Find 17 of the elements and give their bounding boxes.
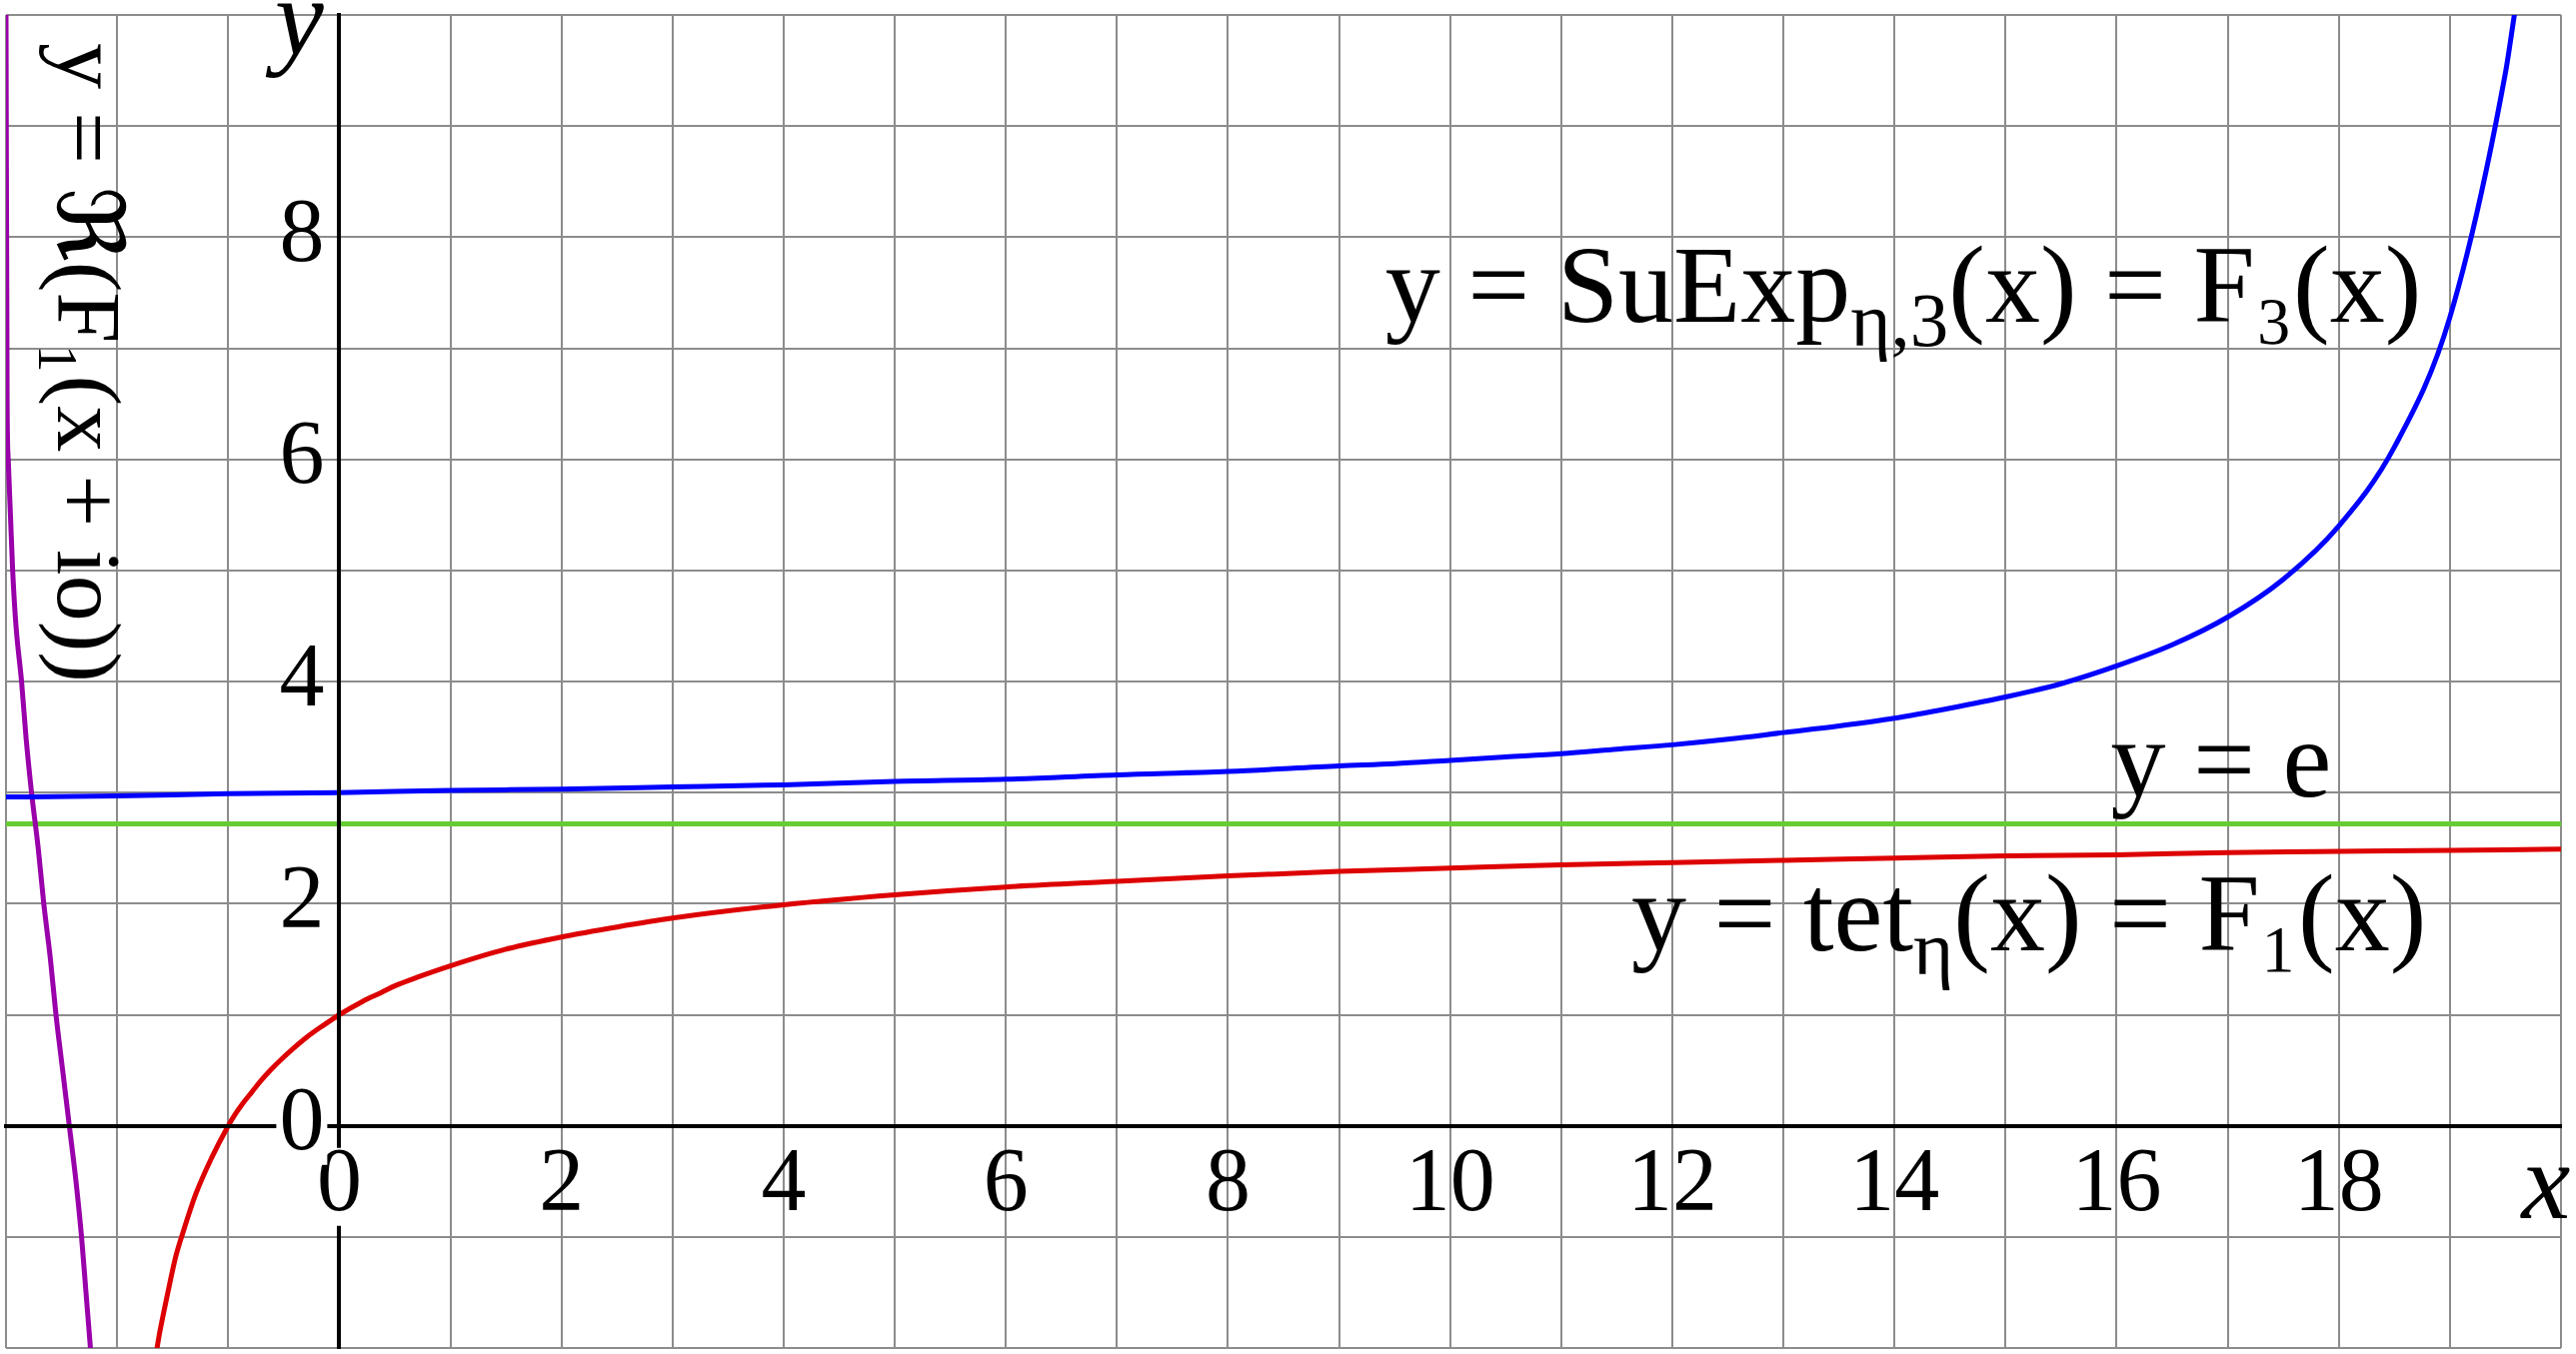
x-tick-label: 14 — [1849, 1130, 1940, 1230]
x-tick-label: 12 — [1626, 1130, 1717, 1230]
x-tick-label: 4 — [761, 1130, 807, 1230]
y-axis-title: y — [264, 0, 324, 79]
x-tick-label: 10 — [1404, 1130, 1495, 1230]
x-tick-label: 8 — [1205, 1130, 1251, 1230]
y-tick-label: 4 — [279, 625, 325, 724]
ref-line-label: y = e — [2110, 697, 2332, 820]
text: y = ℜ(F₁(x + io)) — [38, 42, 141, 682]
y-tick-label: 2 — [279, 846, 325, 946]
x-tick-label: 6 — [983, 1130, 1029, 1230]
x-axis-title: x — [2519, 1119, 2571, 1242]
x-tick-label: 16 — [2071, 1130, 2162, 1230]
x-tick-label: 2 — [539, 1130, 585, 1230]
y-tick-label: 6 — [279, 403, 325, 503]
x-tick-label: 18 — [2293, 1130, 2384, 1230]
y-tick-label: 8 — [279, 180, 325, 280]
